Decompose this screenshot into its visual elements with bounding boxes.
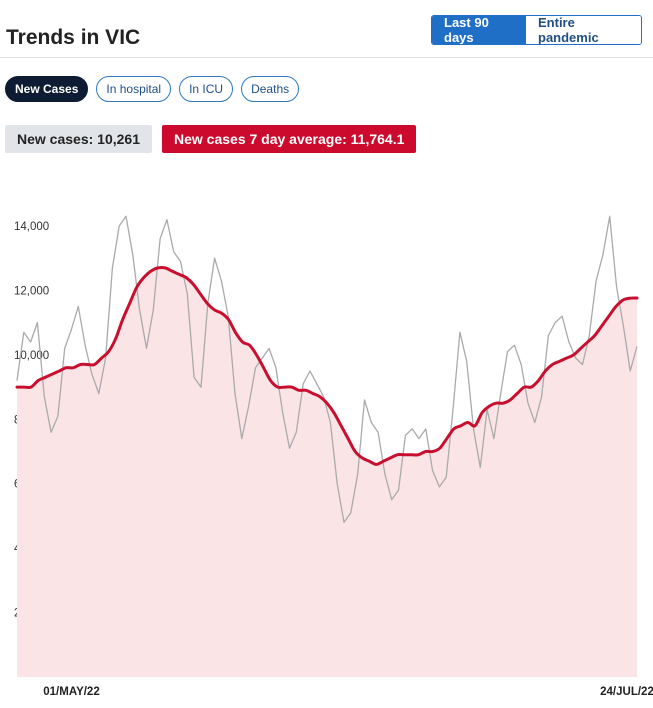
y-tick-label: 12,000 xyxy=(14,285,49,297)
last-90-days-button[interactable]: Last 90 days xyxy=(432,16,525,44)
y-tick-label: 14,000 xyxy=(14,221,49,233)
seven-day-average-label: New cases 7 day average: xyxy=(174,131,347,147)
new-cases-value: 10,261 xyxy=(97,131,140,147)
seven-day-average-value: 11,764.1 xyxy=(350,131,405,147)
tab-in-icu[interactable]: In ICU xyxy=(179,76,234,102)
new-cases-badge: New cases: 10,261 xyxy=(5,125,152,153)
new-cases-label: New cases: xyxy=(17,131,94,147)
daily-cases-line xyxy=(16,215,638,524)
page-title: Trends in VIC xyxy=(6,26,141,49)
x-tick-label: 24/JUL/22 xyxy=(600,686,653,698)
x-axis-ticks: 01/MAY/22 24/JUL/22 xyxy=(43,686,653,698)
stat-badges: New cases: 10,261 New cases 7 day averag… xyxy=(5,125,417,153)
seven-day-average-line xyxy=(15,265,639,466)
range-toggle: Last 90 days Entire pandemic xyxy=(431,15,642,45)
metric-tabs: New Cases In hospital In ICU Deaths xyxy=(5,76,300,102)
tab-deaths[interactable]: Deaths xyxy=(241,76,300,102)
average-area-fill xyxy=(17,267,637,677)
entire-pandemic-button[interactable]: Entire pandemic xyxy=(525,16,641,44)
x-tick-label: 01/MAY/22 xyxy=(43,686,99,698)
tab-new-cases[interactable]: New Cases xyxy=(5,76,89,102)
header: Trends in VIC Last 90 days Entire pandem… xyxy=(0,0,653,58)
tab-in-hospital[interactable]: In hospital xyxy=(96,76,172,102)
seven-day-average-badge: New cases 7 day average: 11,764.1 xyxy=(162,125,417,153)
